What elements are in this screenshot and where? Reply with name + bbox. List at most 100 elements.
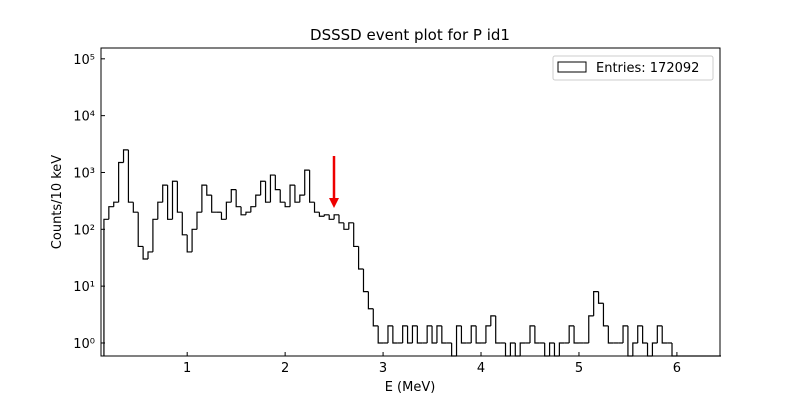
histogram-bin xyxy=(289,184,295,207)
histogram-bin xyxy=(201,184,207,213)
legend-label: Entries: 172092 xyxy=(596,61,699,76)
histogram-bin xyxy=(411,325,418,343)
histogram-bin xyxy=(304,169,310,196)
histogram-bin xyxy=(255,194,261,207)
histogram-bin xyxy=(588,315,594,343)
histogram-bin xyxy=(362,269,369,293)
x-tick-label: 6 xyxy=(673,361,681,376)
histogram-bin xyxy=(113,201,119,207)
histogram-bin xyxy=(622,325,628,343)
histogram-bin xyxy=(343,222,349,230)
histogram-bin xyxy=(147,251,153,260)
histogram-bin xyxy=(602,303,609,327)
chart-title: DSSSD event plot for P id1 xyxy=(310,26,510,44)
histogram-bin xyxy=(103,218,109,356)
histogram-bin xyxy=(353,222,359,248)
histogram-bin xyxy=(642,325,648,344)
histogram-bin xyxy=(191,228,197,252)
histogram-bin xyxy=(519,342,526,356)
y-tick-label: 10¹ xyxy=(73,280,95,295)
histogram-bin xyxy=(475,325,482,344)
histogram-bin xyxy=(225,201,232,220)
histogram-bin xyxy=(348,222,354,230)
histogram-bin xyxy=(534,325,540,344)
histogram-bin xyxy=(309,170,315,203)
histogram-bin xyxy=(402,325,408,343)
legend-box xyxy=(552,55,714,81)
histogram-bin xyxy=(470,325,477,343)
histogram-bin xyxy=(597,291,604,304)
histogram-bin xyxy=(490,315,496,326)
annotation-arrowhead xyxy=(329,198,339,208)
histogram-bin xyxy=(367,291,374,310)
histogram-bin xyxy=(127,149,134,203)
histogram-bin xyxy=(162,184,168,203)
x-tick-label: 2 xyxy=(281,361,289,376)
histogram-bin xyxy=(661,325,668,344)
histogram-bin xyxy=(377,325,384,344)
histogram-bin xyxy=(333,214,340,220)
histogram-bin xyxy=(406,325,413,344)
histogram-bin xyxy=(196,211,202,230)
y-tick-label: 10³ xyxy=(73,166,95,181)
histogram-bin xyxy=(118,161,124,203)
histogram-bin xyxy=(651,342,658,356)
histogram-bin xyxy=(593,291,599,316)
histogram-bin xyxy=(392,325,398,344)
histogram-bin xyxy=(495,315,501,344)
histogram-bin xyxy=(299,194,305,203)
x-tick-label: 5 xyxy=(575,361,583,376)
histogram-bin xyxy=(460,325,467,344)
histogram-bin xyxy=(240,206,246,216)
histogram-bin xyxy=(607,325,614,344)
histogram-bin xyxy=(313,202,320,213)
histogram-bin xyxy=(274,175,281,191)
histogram-bin xyxy=(171,180,178,220)
y-tick-label: 10⁴ xyxy=(73,110,95,125)
histogram-bin xyxy=(318,212,325,217)
y-tick-label: 10⁵ xyxy=(73,53,95,68)
histogram-bin xyxy=(632,342,638,356)
histogram-bin xyxy=(455,325,462,356)
histogram-bin xyxy=(529,325,535,343)
histogram-bin xyxy=(485,325,491,343)
histogram-bin xyxy=(132,202,139,213)
histogram-bin xyxy=(416,325,423,344)
x-tick-label: 1 xyxy=(183,361,191,376)
x-tick-label: 4 xyxy=(477,361,485,376)
histogram-bin xyxy=(372,308,379,327)
histogram-bin xyxy=(573,325,579,344)
histogram-bin xyxy=(328,214,335,220)
histogram-bin xyxy=(235,189,242,208)
x-tick-label: 3 xyxy=(379,361,387,376)
histogram-bin xyxy=(137,212,144,248)
histogram-bin xyxy=(250,206,256,213)
histogram-bin xyxy=(245,211,251,215)
histogram-bin xyxy=(264,181,271,203)
histogram-bin xyxy=(152,218,158,252)
histogram-bin xyxy=(260,180,266,196)
histogram-bin xyxy=(387,325,393,343)
histogram-bin xyxy=(230,188,237,203)
histogram-bin xyxy=(176,181,183,213)
histogram-bin xyxy=(279,189,286,203)
histogram-bin xyxy=(186,234,193,253)
histogram-bin xyxy=(338,214,344,224)
histogram-bin xyxy=(357,246,364,270)
histogram-bin xyxy=(656,325,663,343)
histogram-bin xyxy=(167,185,173,220)
histogram-bin xyxy=(142,246,149,260)
histogram-bin xyxy=(108,206,114,220)
histogram-bin xyxy=(431,325,437,344)
histogram-bin xyxy=(558,342,565,356)
histogram-bin xyxy=(284,202,291,208)
histogram-bin xyxy=(436,325,442,343)
histogram-bin xyxy=(294,185,300,203)
histogram-bin xyxy=(269,174,276,203)
x-axis-label: E (MeV) xyxy=(385,380,436,395)
histogram-bin xyxy=(441,325,447,344)
histogram-bin xyxy=(426,325,433,343)
y-tick-label: 10² xyxy=(73,223,95,238)
histogram-bin xyxy=(206,185,212,196)
